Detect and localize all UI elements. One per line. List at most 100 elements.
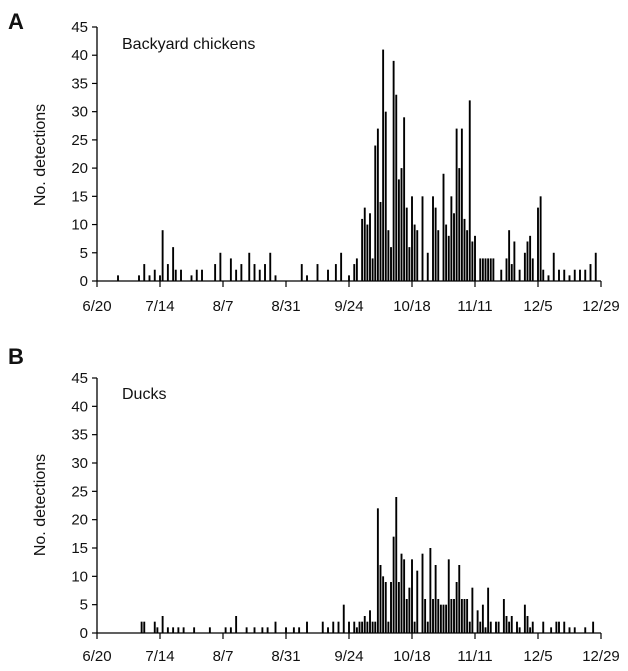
bar-12-23 — [584, 269, 587, 281]
panel-b-series-label: Ducks — [122, 386, 166, 403]
bar-9-22 — [342, 604, 345, 633]
bar-10-10 — [390, 247, 392, 281]
bar-11-26 — [513, 241, 516, 281]
bar-10-1 — [366, 621, 369, 633]
bar-9-18 — [332, 621, 335, 633]
y-tick-label-35: 35 — [71, 75, 88, 92]
y-tick-label-45: 45 — [71, 19, 88, 36]
bar-9-16 — [327, 269, 329, 281]
bar-10-8 — [384, 582, 387, 633]
bar-7-8 — [143, 621, 146, 633]
bar-11-25 — [510, 616, 513, 633]
y-tick-label-5: 5 — [80, 245, 88, 262]
y-tick-label-45: 45 — [71, 370, 88, 387]
bar-11-23 — [505, 616, 508, 633]
bar-12-7 — [542, 621, 545, 633]
x-tick-label-8-7: 8/7 — [213, 648, 234, 665]
bar-8-2 — [208, 627, 211, 633]
bar-10-19 — [413, 621, 416, 633]
bar-10-17 — [408, 587, 411, 633]
bar-7-26 — [190, 275, 193, 281]
bar-9-12 — [316, 264, 319, 281]
bar-7-19 — [172, 627, 175, 633]
bar-11-16 — [487, 587, 490, 633]
bar-10-25 — [429, 548, 432, 633]
bar-7-7 — [140, 621, 143, 633]
bar-10-5 — [376, 128, 379, 281]
y-tick-label-25: 25 — [71, 132, 88, 149]
bar-7-14 — [159, 275, 161, 281]
bar-12-10 — [550, 627, 553, 633]
y-tick-label-10: 10 — [71, 568, 88, 585]
bar-8-23 — [264, 264, 266, 281]
bar-9-14 — [321, 621, 324, 633]
bar-10-18 — [411, 196, 413, 281]
y-tick-label-0: 0 — [80, 625, 88, 642]
bar-8-27 — [274, 275, 277, 281]
bar-7-13 — [156, 627, 159, 633]
bar-7-6 — [138, 275, 140, 281]
bar-9-26 — [353, 621, 356, 633]
bar-12-23 — [584, 627, 587, 633]
bar-10-15 — [403, 117, 406, 281]
bar-10-24 — [426, 621, 429, 633]
bar-8-14 — [240, 264, 243, 281]
bar-7-17 — [166, 627, 169, 633]
panel-a-label: A — [8, 9, 24, 34]
bar-11-5 — [458, 168, 461, 281]
bar-7-19 — [172, 247, 175, 281]
bar-10-30 — [442, 604, 445, 633]
x-tick-label-7-14: 7/14 — [145, 648, 174, 665]
bar-10-5 — [376, 508, 379, 633]
x-tick-label-8-7: 8/7 — [213, 298, 234, 315]
bar-10-11 — [392, 536, 395, 633]
y-tick-label-35: 35 — [71, 427, 88, 444]
bar-10-13 — [397, 179, 400, 281]
bar-10-27 — [434, 207, 437, 281]
bar-11-14 — [481, 604, 484, 633]
bar-7-28 — [195, 269, 198, 281]
bar-7-12 — [153, 269, 156, 281]
bar-7-20 — [174, 269, 177, 281]
y-tick-label-30: 30 — [71, 455, 88, 472]
y-tick-label-20: 20 — [71, 512, 88, 529]
bar-11-25 — [510, 264, 513, 281]
panel-b-label: B — [8, 344, 24, 369]
bar-7-21 — [177, 627, 180, 633]
bar-11-15 — [484, 258, 487, 281]
bar-10-26 — [432, 599, 434, 633]
bar-12-2 — [529, 235, 532, 281]
bar-11-10 — [471, 587, 474, 633]
bar-7-10 — [148, 275, 151, 281]
bar-10-2 — [369, 610, 371, 633]
bar-9-27 — [355, 627, 358, 633]
bar-11-28 — [518, 269, 521, 281]
bar-11-1 — [447, 559, 450, 633]
bar-10-16 — [405, 599, 408, 633]
bar-11-9 — [468, 621, 471, 633]
bar-7-15 — [161, 616, 164, 633]
bar-11-16 — [487, 258, 490, 281]
bar-12-17 — [568, 275, 571, 281]
bar-10-1 — [366, 224, 369, 281]
x-tick-label-7-14: 7/14 — [145, 298, 174, 315]
x-tick-label-12-5: 12/5 — [523, 648, 552, 665]
bar-10-28 — [437, 230, 440, 281]
y-tick-label-5: 5 — [80, 597, 88, 614]
x-tick-label-6-20: 6/20 — [82, 298, 111, 315]
bar-8-17 — [248, 252, 251, 281]
bar-8-10 — [229, 627, 232, 633]
x-tick-label-10-18: 10/18 — [393, 298, 431, 315]
panel-b-chart: B Ducks No. detections 0 5 10 15 20 25 30 35 40 4… — [8, 344, 620, 665]
bar-11-12 — [476, 610, 479, 633]
bar-12-9 — [547, 275, 550, 281]
bar-10-3 — [371, 621, 374, 633]
bar-9-6 — [300, 264, 303, 281]
bar-7-17 — [166, 264, 169, 281]
bar-10-23 — [424, 599, 427, 633]
bar-11-8 — [466, 230, 469, 281]
bar-9-29 — [361, 218, 364, 281]
y-tick-label-15: 15 — [71, 540, 88, 557]
bar-11-7 — [463, 599, 466, 633]
bar-8-12 — [235, 269, 238, 281]
